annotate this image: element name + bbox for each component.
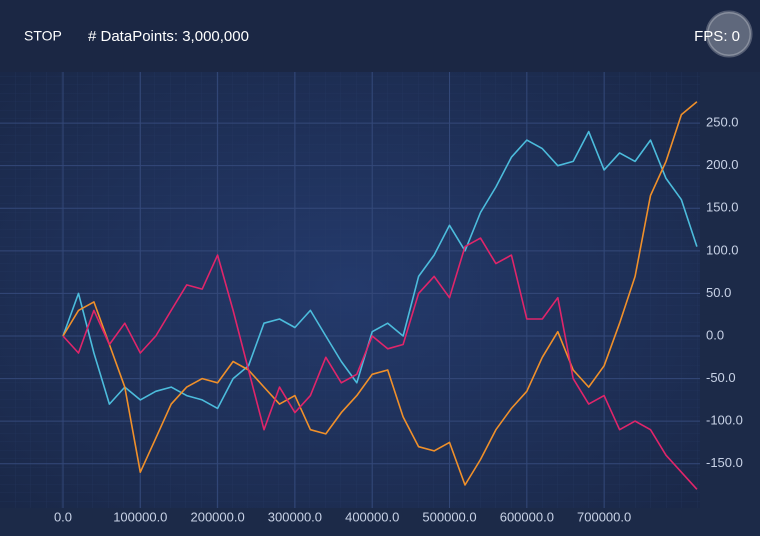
series-line bbox=[62, 130, 698, 410]
x-tick-label: 300000.0 bbox=[268, 509, 322, 524]
y-tick-label: -100.0 bbox=[706, 413, 743, 428]
x-tick-label: 500000.0 bbox=[422, 509, 476, 524]
x-tick-label: 600000.0 bbox=[500, 509, 554, 524]
y-tick-label: 200.0 bbox=[706, 157, 739, 172]
series bbox=[62, 101, 698, 490]
grid bbox=[0, 72, 700, 508]
x-tick-label: 700000.0 bbox=[577, 509, 631, 524]
y-tick-label: 250.0 bbox=[706, 115, 739, 130]
series-line bbox=[62, 101, 698, 486]
fps-button[interactable] bbox=[705, 10, 753, 58]
y-tick-label: 50.0 bbox=[706, 285, 731, 300]
x-tick-label: 100000.0 bbox=[113, 509, 167, 524]
x-tick-label: 0.0 bbox=[54, 509, 72, 524]
y-tick-label: 150.0 bbox=[706, 200, 739, 215]
datapoints-label: # DataPoints: 3,000,000 bbox=[88, 28, 249, 45]
minor-grid bbox=[0, 72, 700, 508]
fps-label: FPS: 0 bbox=[694, 28, 740, 45]
axis-labels: -150.0 -100.0 -50.0 0.0 50.0 100.0 150.0 200.0 2… bbox=[54, 115, 743, 525]
y-tick-label: 0.0 bbox=[706, 327, 724, 342]
y-tick-label: -50.0 bbox=[706, 370, 736, 385]
toolbar bbox=[0, 0, 760, 72]
stop-button[interactable]: STOP bbox=[24, 28, 62, 44]
x-tick-label: 200000.0 bbox=[190, 509, 244, 524]
y-tick-label: -150.0 bbox=[706, 455, 743, 470]
y-tick-label: 100.0 bbox=[706, 242, 739, 257]
x-tick-label: 400000.0 bbox=[345, 509, 399, 524]
series-line bbox=[62, 237, 698, 490]
